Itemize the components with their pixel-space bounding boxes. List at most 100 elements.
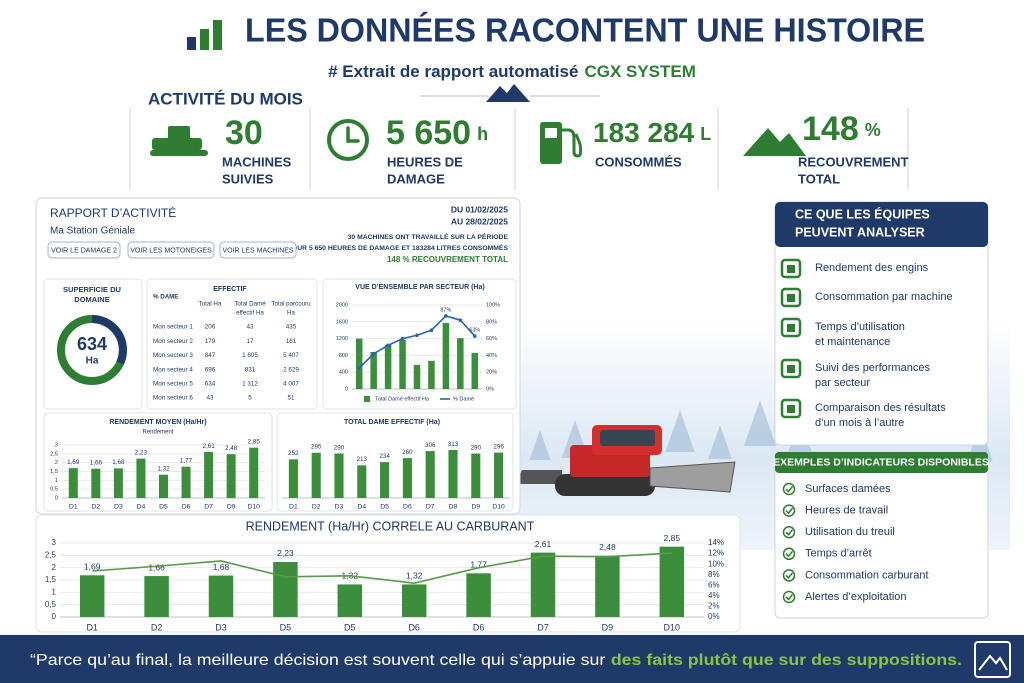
table-cell: 2 629 [283, 366, 299, 373]
x-tick-label: D10 [664, 622, 681, 632]
y-tick-label: 0 [345, 386, 348, 392]
data-label: 213 [357, 456, 368, 463]
y-tick-label: 2,5 [50, 451, 58, 457]
kpi-value: 148% [802, 110, 881, 148]
data-label: 306 [425, 442, 436, 449]
y2-tick-label: 14% [708, 538, 724, 547]
data-label: 2,61 [202, 443, 215, 450]
bar [595, 555, 620, 617]
donut-unit: Ha [86, 356, 99, 367]
kpi-unit: h [477, 124, 488, 144]
table-cell: 847 [205, 352, 216, 359]
x-tick-label: D7 [204, 504, 213, 511]
table-cell: 634 [205, 380, 216, 387]
bar [158, 474, 169, 498]
table-cell: Mon secteur 6 [153, 395, 193, 402]
station-name: Ma Station Géniale [50, 226, 135, 237]
panel-item: Suivi des performances [815, 362, 930, 374]
indicator-item: Utilisation du treuil [805, 526, 895, 538]
y-tick-label: 3 [52, 538, 57, 547]
data-label: 1,69 [84, 562, 101, 572]
divider-mountain [486, 84, 530, 102]
x-tick-label: D6 [182, 504, 191, 511]
y-tick-label: 2 [52, 563, 57, 572]
kpi-value: 183 284 L [593, 117, 711, 148]
check-icon [785, 486, 794, 493]
line-marker [371, 351, 376, 356]
groomer-track [555, 474, 655, 496]
bar [471, 352, 479, 389]
kpi-icon [545, 128, 557, 138]
x-tick-label: D3 [215, 622, 227, 632]
indicator-item: Heures de travail [805, 505, 888, 517]
x-tick-label: D6 [408, 622, 420, 632]
bar [357, 465, 367, 498]
button[interactable] [219, 241, 297, 259]
data-label: 295 [311, 444, 322, 451]
y-tick-label: 0,5 [45, 600, 57, 609]
button[interactable] [127, 241, 215, 259]
x-tick-label: D7 [426, 504, 435, 511]
bar [91, 468, 101, 498]
data-label: 313 [448, 441, 459, 448]
card-title: SUPERFICIE DU [63, 285, 121, 294]
bar [113, 468, 123, 498]
button[interactable] [47, 241, 121, 259]
button-label[interactable]: VOIR LE DAMAGE 2 [51, 247, 117, 254]
kpi-icon [327, 119, 369, 161]
button-label[interactable]: VOIR LES MACHINES [222, 247, 294, 254]
data-label: 252 [288, 450, 299, 457]
bar [273, 561, 298, 617]
bar [79, 575, 105, 617]
data-label: 296 [493, 443, 504, 450]
y2-tick-label: 4% [708, 591, 720, 600]
table-cell: 831 [245, 366, 256, 373]
data-label: 1,77 [470, 560, 487, 570]
table-cell: 5 [248, 395, 252, 402]
quote-text: “Parce qu’au final, la meilleure décisio… [30, 652, 606, 669]
chart-subtitle: Rendement [142, 430, 173, 436]
y2-tick-label: 0% [486, 386, 494, 392]
check-icon [785, 529, 794, 536]
panel-item: Rendement des engins [815, 262, 929, 274]
table-cell: 435 [286, 324, 297, 331]
subtitle: # Extrait de rapport automatisé CGX SYSTE… [328, 62, 696, 81]
kpi-number: 183 284 [593, 117, 695, 148]
footer-logo [974, 641, 1011, 678]
table-cell: 43 [246, 324, 254, 331]
chart-title: VUE D’ENSEMBLE PAR SECTEUR (Ha) [355, 284, 484, 291]
table-cell: 179 [205, 338, 216, 345]
tree [665, 410, 695, 452]
x-tick-label: D1 [289, 504, 298, 511]
kpi-unit: L [700, 124, 711, 144]
groomer-tiller [516, 470, 562, 484]
check-icon [782, 569, 796, 582]
data-label: 1,77 [180, 458, 193, 465]
data-label: 1,69 [67, 459, 80, 466]
check-icon [782, 482, 796, 496]
x-tick-label: D4 [357, 504, 366, 511]
y-tick-label: 1,5 [50, 469, 58, 475]
check-icon [785, 507, 794, 515]
button-label[interactable]: VOIR LES MOTONEIGES [130, 247, 212, 254]
table-cell: 696 [205, 366, 216, 373]
column-header: effectif Ha [236, 310, 264, 317]
data-label: 1,68 [213, 562, 230, 572]
data-label: 1,32 [157, 466, 170, 473]
y-tick-label: 1 [55, 478, 58, 484]
panel-title: EXEMPLES D’INDICATEURS DISPONIBLES [773, 456, 989, 468]
kpi-icon [168, 126, 190, 139]
line-marker [458, 318, 463, 322]
x-tick-label: D9 [602, 622, 614, 632]
bar [181, 466, 191, 498]
bar [249, 447, 259, 498]
bar [380, 462, 390, 498]
indicator-item: Temps d’arrêt [805, 548, 872, 560]
column-header: % DAME [153, 294, 178, 301]
line-marker [472, 334, 477, 338]
data-label: 2,85 [664, 533, 681, 543]
data-label: 1,32 [406, 571, 423, 581]
bar [334, 453, 344, 498]
check-icon [785, 594, 794, 601]
y-tick-label: 2000 [336, 302, 348, 308]
